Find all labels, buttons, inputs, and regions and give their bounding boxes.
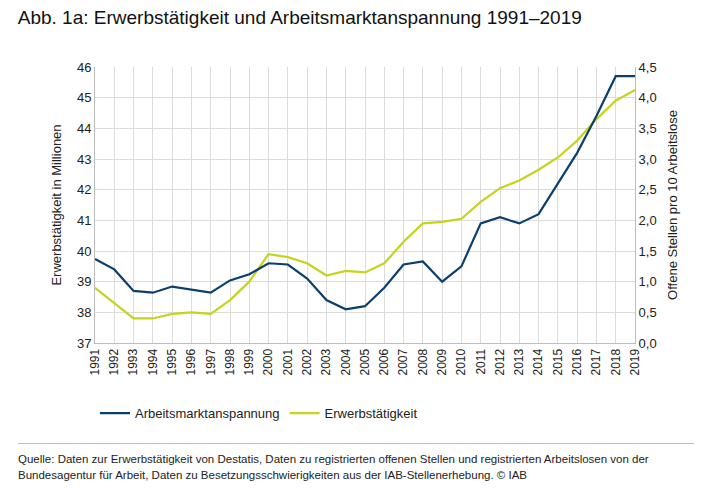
html-text:Quelle: Daten zur Erwerbstätig: Quelle: Daten zur Erwerbstätigkeit von D… — [18, 453, 649, 481]
svg-text:2019: 2019 — [628, 348, 642, 375]
svg-text:2012: 2012 — [493, 348, 507, 375]
svg-text:2013: 2013 — [512, 348, 526, 375]
svg-text:2001: 2001 — [281, 348, 295, 375]
svg-text:1998: 1998 — [223, 348, 237, 375]
svg-text:3,0: 3,0 — [639, 152, 657, 167]
svg-text:1993: 1993 — [126, 348, 140, 375]
svg-text:2018: 2018 — [609, 348, 623, 375]
svg-text:Arbeitsmarktanspannung: Arbeitsmarktanspannung — [135, 406, 280, 421]
svg-text:1,5: 1,5 — [639, 244, 657, 259]
svg-text:41: 41 — [77, 213, 91, 228]
svg-text:2014: 2014 — [531, 348, 545, 375]
svg-text:2002: 2002 — [300, 348, 314, 375]
svg-text:2,0: 2,0 — [639, 213, 657, 228]
svg-text:1,0: 1,0 — [639, 274, 657, 289]
svg-text:Abb. 1a: Erwerbstätigkeit und: Abb. 1a: Erwerbstätigkeit und Arbeitsmar… — [18, 7, 582, 28]
svg-text:38: 38 — [77, 305, 91, 320]
svg-text:4,5: 4,5 — [639, 60, 657, 75]
svg-text:45: 45 — [77, 90, 91, 105]
svg-text:2005: 2005 — [358, 348, 372, 375]
svg-text:1996: 1996 — [184, 348, 198, 375]
svg-text:39: 39 — [77, 274, 91, 289]
svg-text:2003: 2003 — [319, 348, 333, 375]
svg-text:Offene Stellen pro 10 Arbeitsl: Offene Stellen pro 10 Arbeitslose — [665, 110, 680, 300]
svg-text:2007: 2007 — [396, 348, 410, 375]
svg-text:2017: 2017 — [589, 348, 603, 375]
svg-text:2006: 2006 — [377, 348, 391, 375]
svg-text:2000: 2000 — [261, 348, 275, 375]
svg-text:0,0: 0,0 — [639, 336, 657, 351]
svg-text:1997: 1997 — [204, 348, 218, 375]
svg-text:4,0: 4,0 — [639, 90, 657, 105]
svg-text:1994: 1994 — [146, 348, 160, 375]
svg-text:42: 42 — [77, 182, 91, 197]
svg-text:0,5: 0,5 — [639, 305, 657, 320]
svg-text:Erwerbstätigkeit in Millionen: Erwerbstätigkeit in Millionen — [49, 124, 64, 285]
svg-text:44: 44 — [77, 121, 91, 136]
svg-text:2015: 2015 — [551, 348, 565, 375]
svg-text:37: 37 — [77, 336, 91, 351]
svg-text:43: 43 — [77, 152, 91, 167]
svg-text:46: 46 — [77, 60, 91, 75]
svg-text:40: 40 — [77, 244, 91, 259]
svg-text:1991: 1991 — [88, 348, 102, 375]
svg-text:Erwerbstätigkeit: Erwerbstätigkeit — [325, 406, 418, 421]
svg-text:2010: 2010 — [454, 348, 468, 375]
svg-text:2009: 2009 — [435, 348, 449, 375]
svg-text:2004: 2004 — [339, 348, 353, 375]
svg-text:2,5: 2,5 — [639, 182, 657, 197]
svg-text:2011: 2011 — [474, 348, 488, 374]
svg-text:3,5: 3,5 — [639, 121, 657, 136]
svg-text:1999: 1999 — [242, 348, 256, 375]
svg-text:1995: 1995 — [165, 348, 179, 375]
svg-text:1992: 1992 — [107, 348, 121, 375]
svg-text:2016: 2016 — [570, 348, 584, 375]
svg-text:2008: 2008 — [416, 348, 430, 375]
